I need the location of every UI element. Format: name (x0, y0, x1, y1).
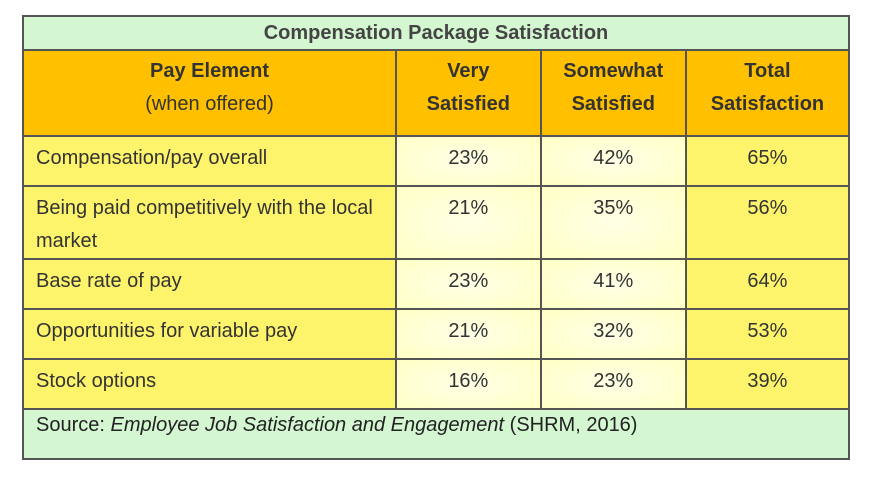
source-row: Source: Employee Job Satisfaction and En… (22, 408, 850, 460)
data-row: Being paid competitively with the local … (21, 185, 851, 260)
very-satisfied-cell: 21% (395, 185, 542, 260)
total-satisfaction-cell: 39% (684, 358, 851, 410)
table-title: Compensation Package Satisfaction (22, 15, 850, 51)
header-text: Total (744, 60, 791, 82)
header-cell: Somewhat Satisfied (539, 49, 687, 137)
header-text: Pay Element (150, 60, 269, 82)
somewhat-satisfied-cell: 23% (539, 358, 687, 410)
total-satisfaction-cell: 64% (684, 258, 851, 310)
header-text: Somewhat (563, 60, 664, 82)
header-cell: Pay Element (when offered) (21, 49, 398, 137)
header-note: (when offered) (145, 93, 274, 115)
source-cell: Source: Employee Job Satisfaction and En… (22, 408, 850, 460)
data-row: Stock options 16% 23% 39% (21, 358, 851, 410)
somewhat-satisfied-cell: 42% (539, 135, 687, 187)
data-row: Compensation/pay overall 23% 42% 65% (21, 135, 851, 187)
data-row: Base rate of pay 23% 41% 64% (21, 258, 851, 310)
pay-element-cell: Being paid competitively with the local … (21, 185, 398, 260)
source-prefix: Source: (36, 414, 105, 436)
header-row: Pay Element (when offered) Very Satisfied … (21, 49, 851, 137)
source-title: Employee Job Satisfaction and Engagement (110, 414, 505, 436)
satisfaction-table: Compensation Package Satisfaction Pay El… (21, 15, 851, 460)
header-text: Satisfied (571, 93, 655, 115)
very-satisfied-cell: 21% (395, 308, 542, 360)
header-text: Satisfaction (710, 93, 825, 115)
header-cell: Total Satisfaction (684, 49, 851, 137)
header-text: Satisfied (426, 93, 510, 115)
somewhat-satisfied-cell: 32% (539, 308, 687, 360)
total-satisfaction-cell: 65% (684, 135, 851, 187)
pay-element-cell: Base rate of pay (21, 258, 398, 310)
pay-element-cell: Stock options (21, 358, 398, 410)
source-suffix: (SHRM, 2016) (509, 414, 638, 436)
header-cell: Very Satisfied (395, 49, 542, 137)
very-satisfied-cell: 23% (395, 258, 542, 310)
very-satisfied-cell: 23% (395, 135, 542, 187)
total-satisfaction-cell: 56% (684, 185, 851, 260)
pay-element-cell: Compensation/pay overall (21, 135, 398, 187)
pay-element-cell: Opportunities for variable pay (21, 308, 398, 360)
somewhat-satisfied-cell: 41% (539, 258, 687, 310)
somewhat-satisfied-cell: 35% (539, 185, 687, 260)
total-satisfaction-cell: 53% (684, 308, 851, 360)
table-body: Compensation/pay overall 23% 42% 65% Being p… (21, 135, 851, 410)
very-satisfied-cell: 16% (395, 358, 542, 410)
data-row: Opportunities for variable pay 21% 32% 53% (21, 308, 851, 360)
header-text: Very (447, 60, 490, 82)
